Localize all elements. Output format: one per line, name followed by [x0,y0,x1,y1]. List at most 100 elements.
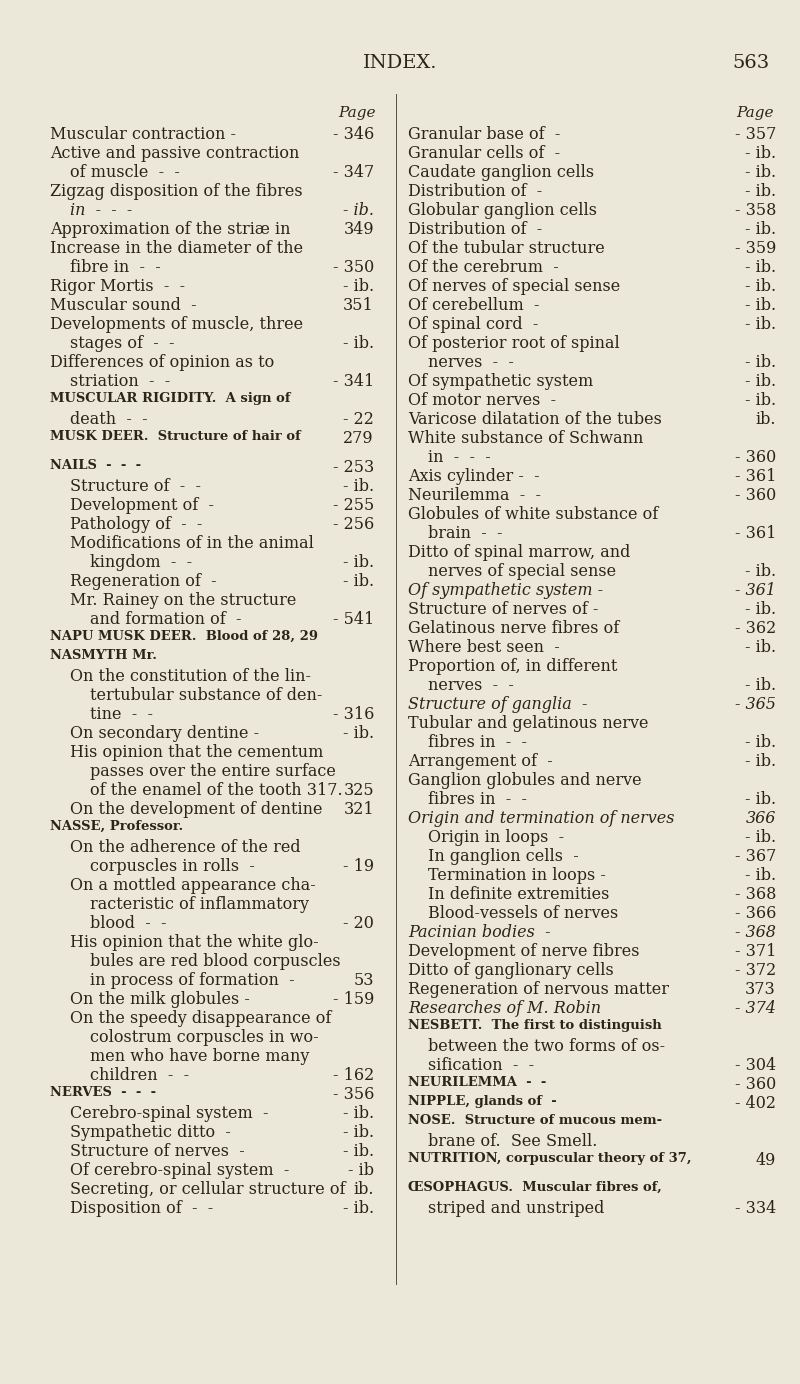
Text: White substance of Schwann: White substance of Schwann [408,430,643,447]
Text: kingdom  -  -: kingdom - - [90,554,192,572]
Text: Differences of opinion as to: Differences of opinion as to [50,354,274,371]
Text: nerves  -  -: nerves - - [428,677,514,693]
Text: Development of nerve fibres: Development of nerve fibres [408,943,639,960]
Text: NAILS  -  -  -: NAILS - - - [50,459,141,472]
Text: corpuscles in rolls  -: corpuscles in rolls - [90,858,255,875]
Text: Mr. Rainey on the structure: Mr. Rainey on the structure [70,592,296,609]
Text: - 356: - 356 [333,1086,374,1103]
Text: Origin in loops  -: Origin in loops - [428,829,564,846]
Text: Gelatinous nerve fibres of: Gelatinous nerve fibres of [408,620,619,637]
Text: - 541: - 541 [333,610,374,628]
Text: - ib.: - ib. [745,677,776,693]
Text: Of nerves of special sense: Of nerves of special sense [408,278,620,295]
Text: between the two forms of os-: between the two forms of os- [428,1038,665,1055]
Text: MUSCULAR RIGIDITY.  A sign of: MUSCULAR RIGIDITY. A sign of [50,392,290,406]
Text: - 360: - 360 [734,487,776,504]
Text: Of sympathetic system -: Of sympathetic system - [408,583,603,599]
Text: Page: Page [338,107,376,120]
Text: NERVES  -  -  -: NERVES - - - [50,1086,156,1099]
Text: - 162: - 162 [333,1067,374,1084]
Text: Granular cells of  -: Granular cells of - [408,145,560,162]
Text: NEURILEMMA  -  -: NEURILEMMA - - [408,1075,546,1089]
Text: - 366: - 366 [734,905,776,922]
Text: 321: 321 [343,801,374,818]
Text: - ib.: - ib. [745,298,776,314]
Text: Origin and termination of nerves: Origin and termination of nerves [408,810,674,828]
Text: Of cerebro-spinal system  -: Of cerebro-spinal system - [70,1163,290,1179]
Text: fibre in  -  -: fibre in - - [70,259,161,275]
Text: in process of formation  -: in process of formation - [90,972,294,990]
Text: On a mottled appearance cha-: On a mottled appearance cha- [70,877,316,894]
Text: - 374: - 374 [735,1001,776,1017]
Text: On the milk globules -: On the milk globules - [70,991,250,1008]
Text: Globular ganglion cells: Globular ganglion cells [408,202,597,219]
Text: - 368: - 368 [734,886,776,902]
Text: - ib.: - ib. [745,316,776,334]
Text: - ib.: - ib. [343,202,374,219]
Text: - ib.: - ib. [745,374,776,390]
Text: Tubular and gelatinous nerve: Tubular and gelatinous nerve [408,716,649,732]
Text: - 358: - 358 [734,202,776,219]
Text: - ib.: - ib. [745,734,776,752]
Text: Of posterior root of spinal: Of posterior root of spinal [408,335,620,352]
Text: - ib.: - ib. [745,639,776,656]
Text: - ib.: - ib. [745,392,776,410]
Text: Arrangement of  -: Arrangement of - [408,753,553,770]
Text: of muscle  -  -: of muscle - - [70,163,180,181]
Text: Ditto of ganglionary cells: Ditto of ganglionary cells [408,962,614,978]
Text: - 365: - 365 [735,696,776,713]
Text: Pathology of  -  -: Pathology of - - [70,516,202,533]
Text: Of the tubular structure: Of the tubular structure [408,239,605,257]
Text: Distribution of  -: Distribution of - [408,221,542,238]
Text: NASSE, Professor.: NASSE, Professor. [50,819,183,833]
Text: blood  -  -: blood - - [90,915,166,931]
Text: - 341: - 341 [333,374,374,390]
Text: - ib.: - ib. [745,829,776,846]
Text: NASMYTH Mr.: NASMYTH Mr. [50,649,157,662]
Text: - 362: - 362 [734,620,776,637]
Text: - 22: - 22 [343,411,374,428]
Text: sification  -  -: sification - - [428,1057,534,1074]
Text: On secondary dentine -: On secondary dentine - [70,725,259,742]
Text: fibres in  -  -: fibres in - - [428,734,527,752]
Text: NIPPLE, glands of  -: NIPPLE, glands of - [408,1095,557,1109]
Text: In ganglion cells  -: In ganglion cells - [428,848,578,865]
Text: - ib.: - ib. [343,477,374,495]
Text: Researches of M. Robin: Researches of M. Robin [408,1001,601,1017]
Text: - ib.: - ib. [343,1200,374,1217]
Text: - 361: - 361 [734,468,776,484]
Text: Muscular sound  -: Muscular sound - [50,298,197,314]
Text: INDEX.: INDEX. [362,54,438,72]
Text: - 367: - 367 [734,848,776,865]
Text: Structure of nerves of -: Structure of nerves of - [408,601,598,619]
Text: Page: Page [737,107,774,120]
Text: Granular base of  -: Granular base of - [408,126,560,143]
Text: - ib.: - ib. [745,792,776,808]
Text: in  -  -  -: in - - - [428,448,490,466]
Text: - ib.: - ib. [343,1143,374,1160]
Text: NUTRITION, corpuscular theory of 37,: NUTRITION, corpuscular theory of 37, [408,1151,691,1165]
Text: tine  -  -: tine - - [90,706,153,722]
Text: striation  -  -: striation - - [70,374,170,390]
Text: men who have borne many: men who have borne many [90,1048,310,1066]
Text: - ib.: - ib. [745,221,776,238]
Text: brain  -  -: brain - - [428,525,502,543]
Text: - 316: - 316 [333,706,374,722]
Text: ib.: ib. [755,411,776,428]
Text: - ib.: - ib. [343,278,374,295]
Text: Of sympathetic system: Of sympathetic system [408,374,594,390]
Text: - ib.: - ib. [745,601,776,619]
Text: death  -  -: death - - [70,411,148,428]
Text: Regeneration of nervous matter: Regeneration of nervous matter [408,981,669,998]
Text: Of cerebellum  -: Of cerebellum - [408,298,539,314]
Text: NOSE.  Structure of mucous mem-: NOSE. Structure of mucous mem- [408,1114,662,1127]
Text: Where best seen  -: Where best seen - [408,639,560,656]
Text: - 371: - 371 [734,943,776,960]
Text: Of motor nerves  -: Of motor nerves - [408,392,556,410]
Text: Sympathetic ditto  -: Sympathetic ditto - [70,1124,231,1140]
Text: and formation of  -: and formation of - [90,610,242,628]
Text: - ib.: - ib. [745,753,776,770]
Text: Development of  -: Development of - [70,497,214,513]
Text: Secreting, or cellular structure of: Secreting, or cellular structure of [70,1181,346,1199]
Text: - 20: - 20 [343,915,374,931]
